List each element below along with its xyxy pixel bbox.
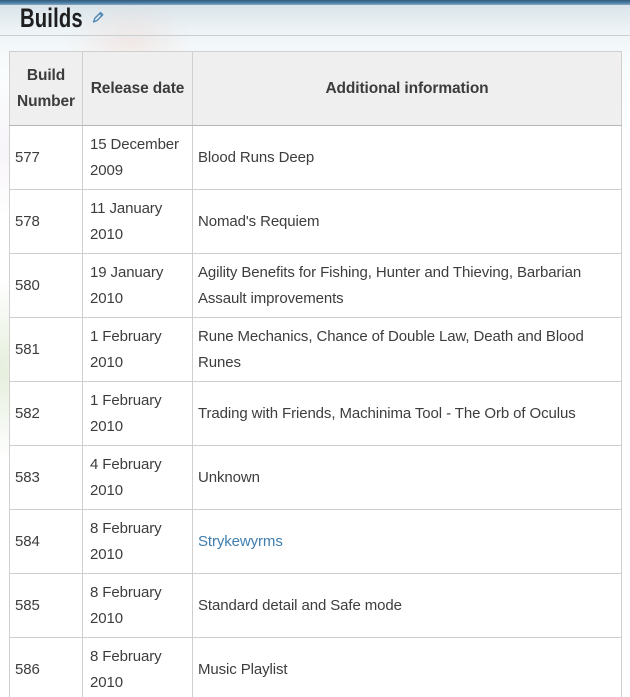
additional-info-link[interactable]: Strykewyrms [198, 532, 283, 550]
page-heading-text: Builds [20, 3, 83, 33]
release-date-cell: 11 January 2010 [82, 189, 193, 254]
table-row: 585 8 February 2010 Standard detail and S… [9, 573, 622, 638]
builds-table: Build Number Release date Additional inf… [9, 51, 622, 697]
table-row: 586 8 February 2010 Music Playlist [9, 637, 622, 697]
table-body: 577 15 December 2009 Blood Runs Deep 578 … [9, 125, 622, 697]
release-date-cell: 19 January 2010 [82, 253, 193, 318]
column-header-release-date: Release date [82, 51, 193, 126]
release-date-cell: 4 February 2010 [82, 445, 193, 510]
table-row: 583 4 February 2010 Unknown [9, 445, 622, 510]
additional-info-cell: Rune Mechanics, Chance of Double Law, De… [192, 317, 622, 382]
build-number-cell: 583 [9, 445, 83, 510]
build-number-cell: 584 [9, 509, 83, 574]
table-row: 582 1 February 2010 Trading with Friends,… [9, 381, 622, 446]
release-date-cell: 1 February 2010 [82, 381, 193, 446]
table-row: 580 19 January 2010 Agility Benefits for … [9, 253, 622, 318]
build-number-cell: 581 [9, 317, 83, 382]
release-date-cell: 8 February 2010 [82, 637, 193, 697]
build-number-cell: 577 [9, 125, 83, 190]
release-date-cell: 15 December 2009 [82, 125, 193, 190]
column-header-build-number: Build Number [9, 51, 83, 126]
additional-info-cell: Agility Benefits for Fishing, Hunter and… [192, 253, 622, 318]
additional-info-cell: Nomad's Requiem [192, 189, 622, 254]
section-divider [0, 35, 630, 36]
table-row: 578 11 January 2010 Nomad's Requiem [9, 189, 622, 254]
build-number-cell: 582 [9, 381, 83, 446]
table-row: 584 8 February 2010 Strykewyrms [9, 509, 622, 574]
release-date-cell: 1 February 2010 [82, 317, 193, 382]
additional-info-cell: Strykewyrms [192, 509, 622, 574]
header-row: Build Number Release date Additional inf… [9, 51, 622, 126]
edit-pencil-icon[interactable] [90, 9, 106, 25]
release-date-cell: 8 February 2010 [82, 509, 193, 574]
additional-info-cell: Blood Runs Deep [192, 125, 622, 190]
additional-info-cell: Trading with Friends, Machinima Tool - T… [192, 381, 622, 446]
build-number-cell: 578 [9, 189, 83, 254]
build-number-cell: 580 [9, 253, 83, 318]
additional-info-cell: Music Playlist [192, 637, 622, 697]
build-number-cell: 585 [9, 573, 83, 638]
release-date-cell: 8 February 2010 [82, 573, 193, 638]
table-row: 581 1 February 2010 Rune Mechanics, Chanc… [9, 317, 622, 382]
additional-info-cell: Standard detail and Safe mode [192, 573, 622, 638]
top-bar [0, 0, 630, 5]
page-title: Builds [0, 3, 630, 33]
column-header-additional-information: Additional information [192, 51, 622, 126]
additional-info-cell: Unknown [192, 445, 622, 510]
build-number-cell: 586 [9, 637, 83, 697]
table-row: 577 15 December 2009 Blood Runs Deep [9, 125, 622, 190]
edit-section-link[interactable] [90, 9, 106, 25]
table-header: Build Number Release date Additional inf… [9, 51, 622, 126]
